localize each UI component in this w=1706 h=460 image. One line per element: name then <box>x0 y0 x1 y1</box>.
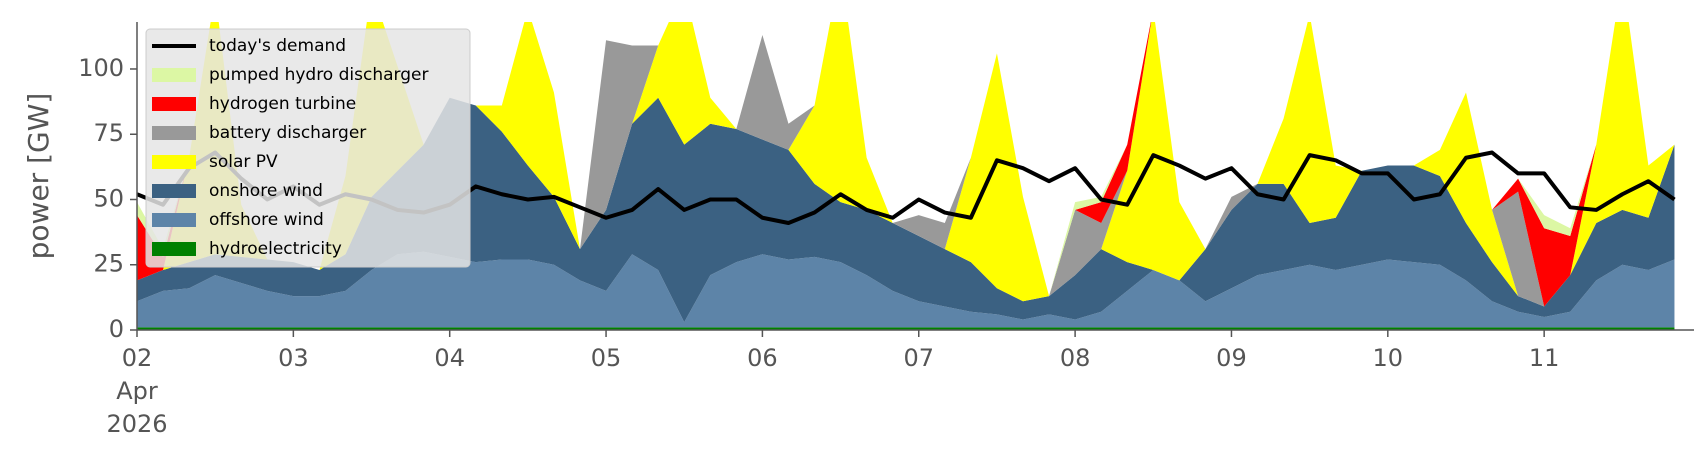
x-tick-label: 03 <box>278 344 309 372</box>
legend-swatch <box>152 68 196 82</box>
legend-swatch <box>152 213 196 227</box>
legend-label: offshore wind <box>209 210 324 230</box>
y-tick-label: 75 <box>93 119 124 147</box>
legend-label: pumped hydro discharger <box>209 65 428 85</box>
legend-swatch <box>152 184 196 198</box>
y-axis-label: power [GW] <box>22 93 55 260</box>
area <box>137 251 1675 328</box>
legend-swatch <box>152 155 196 169</box>
legend-label: solar PV <box>209 152 278 172</box>
x-sublabel: Apr <box>116 377 158 405</box>
legend: today's demand pumped hydro discharger hyd… <box>145 28 471 268</box>
legend-swatch <box>152 126 196 140</box>
x-tick-label: 05 <box>591 344 622 372</box>
x-tick-label: 11 <box>1529 344 1560 372</box>
legend-swatch <box>152 97 196 111</box>
y-tick-label: 0 <box>109 315 124 343</box>
x-tick-label: 02 <box>122 344 153 372</box>
legend-swatch <box>152 242 196 256</box>
axes: 0 25 50 75 100 02 03 04 05 06 07 08 09 10 11 Apr 2026 <box>78 22 1694 438</box>
legend-label: today's demand <box>209 36 346 56</box>
x-tick-label: 08 <box>1060 344 1091 372</box>
legend-label: onshore wind <box>209 181 323 201</box>
y-tick-label: 25 <box>93 250 124 278</box>
legend-label: battery discharger <box>209 123 366 143</box>
area <box>137 22 1675 307</box>
x-tick-label: 09 <box>1216 344 1247 372</box>
y-tick-label: 100 <box>78 54 124 82</box>
x-tick-label: 04 <box>434 344 465 372</box>
x-sublabel: 2026 <box>106 410 167 438</box>
x-tick-label: 07 <box>903 344 934 372</box>
area <box>137 97 1675 323</box>
x-tick-label: 10 <box>1373 344 1404 372</box>
x-tick-label: 06 <box>747 344 778 372</box>
legend-box <box>145 28 471 268</box>
area <box>137 22 1675 307</box>
legend-label: hydrogen turbine <box>209 94 356 114</box>
y-tick-label: 50 <box>93 184 124 212</box>
legend-label: hydroelectricity <box>209 239 342 259</box>
